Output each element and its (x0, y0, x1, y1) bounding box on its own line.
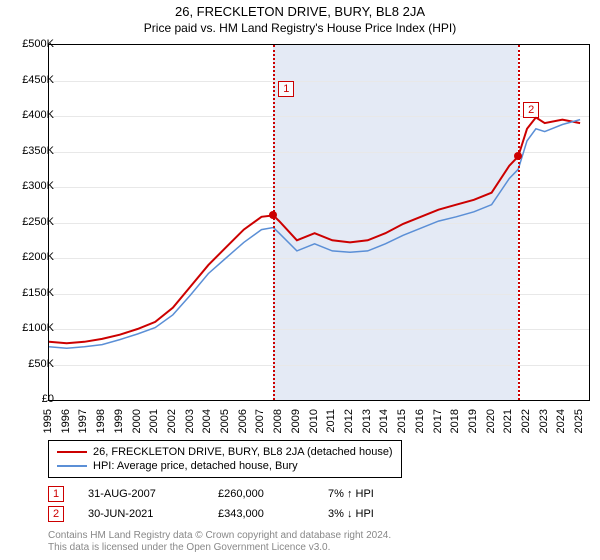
table-row: 1 31-AUG-2007 £260,000 7% ↑ HPI (48, 484, 374, 504)
x-axis-label: 2012 (343, 409, 355, 439)
x-axis-label: 2008 (272, 409, 284, 439)
chart-legend: 26, FRECKLETON DRIVE, BURY, BL8 2JA (det… (48, 440, 402, 478)
x-axis-label: 2022 (520, 409, 532, 439)
marker-number-box: 1 (278, 81, 294, 97)
chart-title: 26, FRECKLETON DRIVE, BURY, BL8 2JA (0, 0, 600, 19)
legend-item: HPI: Average price, detached house, Bury (57, 459, 393, 473)
x-axis-label: 2020 (485, 409, 497, 439)
x-axis-label: 2007 (254, 409, 266, 439)
y-axis-label: £400K (10, 109, 54, 121)
x-axis-label: 2010 (308, 409, 320, 439)
x-axis-label: 2023 (538, 409, 550, 439)
y-axis-label: £50K (10, 358, 54, 370)
y-axis-label: £0 (10, 393, 54, 405)
x-axis-label: 2006 (237, 409, 249, 439)
x-axis-label: 2015 (396, 409, 408, 439)
y-axis-label: £250K (10, 216, 54, 228)
y-axis-label: £150K (10, 287, 54, 299)
chart-plot-area: 12 (48, 44, 590, 401)
x-axis-label: 1999 (113, 409, 125, 439)
x-axis-label: 2016 (414, 409, 426, 439)
marker-delta: 3% ↓ HPI (328, 508, 374, 520)
marker-price: £260,000 (218, 488, 328, 500)
x-axis-label: 2004 (201, 409, 213, 439)
x-axis-label: 1997 (77, 409, 89, 439)
marker-price: £343,000 (218, 508, 328, 520)
legend-item: 26, FRECKLETON DRIVE, BURY, BL8 2JA (det… (57, 445, 393, 459)
x-axis-label: 2009 (290, 409, 302, 439)
y-axis-label: £300K (10, 180, 54, 192)
series-line-price_paid (49, 117, 580, 343)
marker-delta: 7% ↑ HPI (328, 488, 374, 500)
footer-line: Contains HM Land Registry data © Crown c… (48, 530, 391, 542)
marker-vline (518, 45, 520, 400)
y-axis-label: £200K (10, 251, 54, 263)
legend-label: HPI: Average price, detached house, Bury (93, 460, 298, 472)
marker-dot (514, 152, 522, 160)
x-axis-label: 2005 (219, 409, 231, 439)
x-axis-label: 1995 (42, 409, 54, 439)
x-axis-label: 2024 (555, 409, 567, 439)
x-axis-label: 2018 (449, 409, 461, 439)
x-axis-label: 2001 (148, 409, 160, 439)
marker-dot (269, 211, 277, 219)
x-axis-label: 2019 (467, 409, 479, 439)
x-axis-label: 2025 (573, 409, 585, 439)
x-axis-label: 2017 (432, 409, 444, 439)
marker-ref-box: 1 (48, 486, 64, 502)
footer-attribution: Contains HM Land Registry data © Crown c… (48, 530, 391, 554)
chart-subtitle: Price paid vs. HM Land Registry's House … (0, 19, 600, 35)
table-row: 2 30-JUN-2021 £343,000 3% ↓ HPI (48, 504, 374, 524)
legend-swatch (57, 465, 87, 467)
x-axis-label: 2021 (502, 409, 514, 439)
footer-line: This data is licensed under the Open Gov… (48, 542, 391, 554)
x-axis-label: 2013 (361, 409, 373, 439)
x-axis-label: 2014 (378, 409, 390, 439)
marker-table: 1 31-AUG-2007 £260,000 7% ↑ HPI 2 30-JUN… (48, 484, 374, 524)
x-axis-label: 2003 (184, 409, 196, 439)
x-axis-label: 2002 (166, 409, 178, 439)
x-axis-label: 2000 (131, 409, 143, 439)
chart-lines-svg (49, 45, 589, 400)
y-axis-label: £100K (10, 322, 54, 334)
marker-ref-box: 2 (48, 506, 64, 522)
marker-number-box: 2 (523, 102, 539, 118)
legend-swatch (57, 451, 87, 453)
legend-label: 26, FRECKLETON DRIVE, BURY, BL8 2JA (det… (93, 446, 393, 458)
marker-date: 30-JUN-2021 (88, 508, 218, 520)
x-axis-label: 1998 (95, 409, 107, 439)
x-axis-label: 2011 (325, 409, 337, 439)
figure-root: 26, FRECKLETON DRIVE, BURY, BL8 2JA Pric… (0, 0, 600, 560)
y-axis-label: £450K (10, 74, 54, 86)
y-axis-label: £500K (10, 38, 54, 50)
marker-date: 31-AUG-2007 (88, 488, 218, 500)
x-axis-label: 1996 (60, 409, 72, 439)
marker-vline (273, 45, 275, 400)
y-axis-label: £350K (10, 145, 54, 157)
